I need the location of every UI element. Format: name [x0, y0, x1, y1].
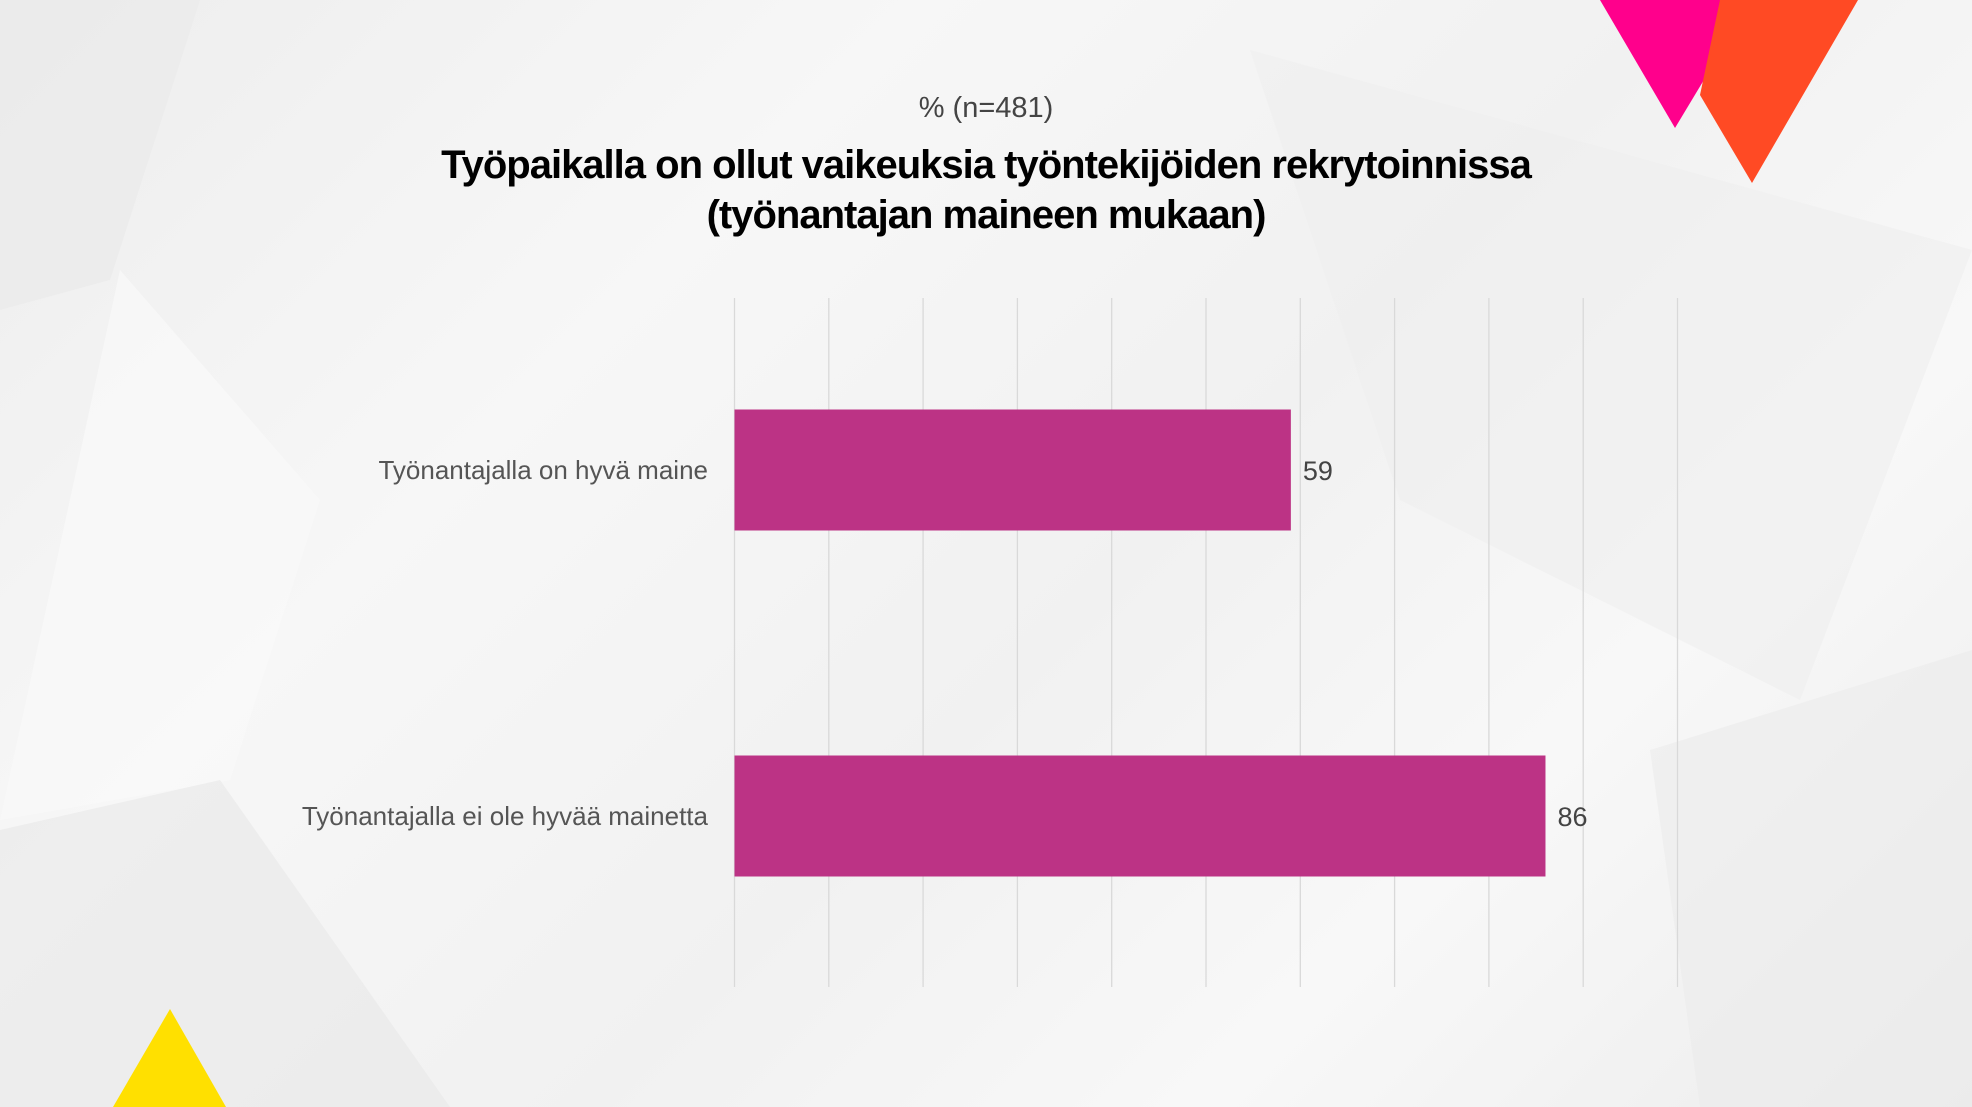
bar — [734, 409, 1291, 531]
category-label: Työnantajalla ei ole hyvää mainetta — [302, 801, 709, 831]
chart-title: Työpaikalla on ollut vaikeuksia työnteki… — [0, 140, 1972, 240]
title-line-1: Työpaikalla on ollut vaikeuksia työnteki… — [441, 143, 1532, 187]
category-label: Työnantajalla on hyvä maine — [378, 455, 708, 485]
title-line-2: (työnantajan maineen mukaan) — [706, 193, 1267, 237]
chart-subtitle: % (n=481) — [918, 92, 1054, 124]
data-label: 59 — [1303, 456, 1333, 486]
data-label: 86 — [1557, 802, 1587, 832]
yellow-triangle — [113, 1009, 226, 1107]
orange-triangle — [1700, 0, 1858, 183]
bar — [734, 755, 1546, 877]
